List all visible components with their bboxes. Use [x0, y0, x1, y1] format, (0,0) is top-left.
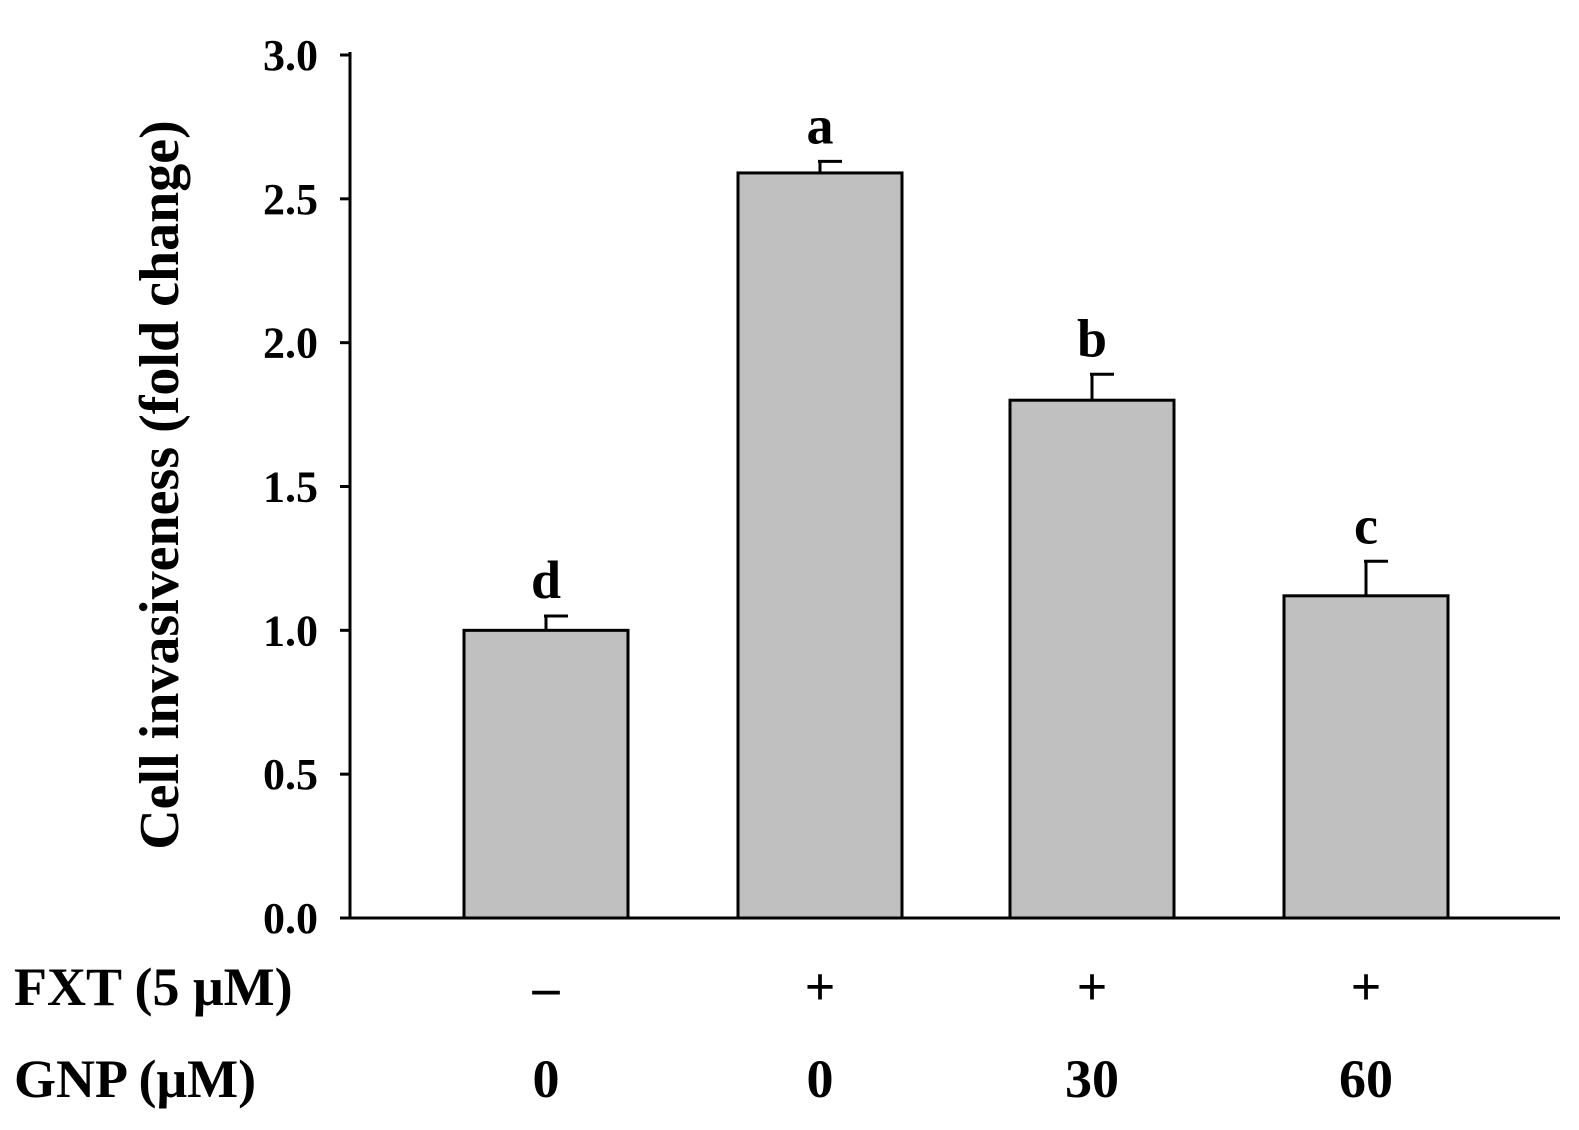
bars — [462, 171, 1450, 920]
bar — [1282, 594, 1450, 920]
significance-labels: d a b c — [531, 95, 1378, 610]
significance-label: c — [1354, 495, 1378, 555]
error-bars — [544, 159, 1388, 631]
y-axis-title: Cell invasiveness (fold change) — [129, 120, 191, 850]
significance-label: d — [531, 550, 561, 610]
treatment-row-value: 30 — [1065, 1049, 1119, 1109]
y-tick-label: 1.5 — [263, 463, 318, 512]
treatment-row-value: 0 — [807, 1049, 834, 1109]
treatment-row-value: 0 — [533, 1049, 560, 1109]
y-tick-label: 2.0 — [263, 319, 318, 368]
treatment-row-value: 60 — [1339, 1049, 1393, 1109]
y-tick-label: 0.5 — [263, 750, 318, 799]
bar — [1008, 398, 1176, 920]
treatment-row-label: GNP (μM) — [14, 1049, 256, 1109]
treatment-row-value: + — [1077, 957, 1108, 1017]
treatment-rows: FXT (5 μM) – + + + GNP (μM) 0 0 30 60 — [14, 957, 1393, 1109]
bar — [462, 628, 630, 920]
bar — [736, 171, 904, 920]
significance-label: b — [1077, 308, 1107, 368]
y-tick-label: 2.5 — [263, 175, 318, 224]
treatment-row-value: + — [805, 957, 836, 1017]
y-ticks: 0.0 0.5 1.0 1.5 2.0 2.5 3.0 — [263, 31, 350, 943]
treatment-row-value: + — [1351, 957, 1382, 1017]
treatment-row-value: – — [532, 957, 561, 1017]
y-tick-label: 1.0 — [263, 606, 318, 655]
treatment-row-label: FXT (5 μM) — [14, 957, 293, 1017]
y-tick-label: 0.0 — [263, 894, 318, 943]
y-tick-label: 3.0 — [263, 31, 318, 80]
significance-label: a — [807, 95, 834, 155]
